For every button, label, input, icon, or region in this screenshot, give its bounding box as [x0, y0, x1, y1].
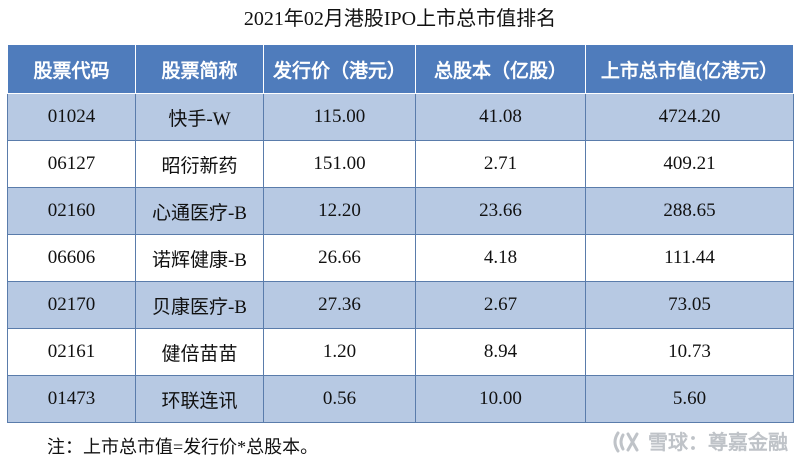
cell-stock-name: 贝康医疗-B: [135, 281, 264, 329]
cell-stock-code: 01024: [7, 93, 136, 141]
cell-issue-price: 26.66: [263, 234, 416, 282]
table-row: 02170 贝康医疗-B 27.36 2.67 73.05: [7, 281, 794, 329]
cell-stock-code: 01473: [7, 375, 136, 423]
header-issue-price: 发行价（港元）: [263, 44, 416, 94]
cell-stock-code: 06606: [7, 234, 136, 282]
cell-stock-name: 诺辉健康-B: [135, 234, 264, 282]
cell-stock-name: 昭衍新药: [135, 140, 264, 188]
cell-issue-price: 0.56: [263, 375, 416, 423]
cell-market-cap: 288.65: [585, 187, 794, 235]
header-total-shares: 总股本（亿股）: [415, 44, 586, 94]
cell-issue-price: 151.00: [263, 140, 416, 188]
cell-stock-code: 02170: [7, 281, 136, 329]
cell-total-shares: 41.08: [415, 93, 586, 141]
cell-market-cap: 10.73: [585, 328, 794, 376]
cell-total-shares: 4.18: [415, 234, 586, 282]
table-footnote: 注：上市总市值=发行价*总股本。: [47, 437, 319, 457]
table-row: 06606 诺辉健康-B 26.66 4.18 111.44: [7, 234, 794, 282]
cell-stock-name: 健倍苗苗: [135, 328, 264, 376]
ipo-ranking-table: 股票代码 股票简称 发行价（港元） 总股本（亿股） 上市总市值(亿港元） 010…: [7, 44, 794, 423]
snowball-logo-icon: [613, 431, 639, 453]
cell-market-cap: 409.21: [585, 140, 794, 188]
cell-market-cap: 5.60: [585, 375, 794, 423]
table-row: 06127 昭衍新药 151.00 2.71 409.21: [7, 140, 794, 188]
cell-market-cap: 111.44: [585, 234, 794, 282]
header-stock-name: 股票简称: [135, 44, 264, 94]
page-title: 2021年02月港股IPO上市总市值排名: [243, 8, 557, 30]
header-stock-code: 股票代码: [7, 44, 136, 94]
cell-stock-code: 02160: [7, 187, 136, 235]
cell-stock-code: 02161: [7, 328, 136, 376]
cell-issue-price: 1.20: [263, 328, 416, 376]
cell-total-shares: 2.67: [415, 281, 586, 329]
cell-total-shares: 2.71: [415, 140, 586, 188]
cell-stock-name: 快手-W: [135, 93, 264, 141]
cell-market-cap: 73.05: [585, 281, 794, 329]
header-market-cap: 上市总市值(亿港元）: [585, 44, 794, 94]
cell-stock-code: 06127: [7, 140, 136, 188]
cell-total-shares: 10.00: [415, 375, 586, 423]
table-header-row: 股票代码 股票简称 发行价（港元） 总股本（亿股） 上市总市值(亿港元）: [7, 44, 794, 94]
table-row: 02160 心通医疗-B 12.20 23.66 288.65: [7, 187, 794, 235]
cell-market-cap: 4724.20: [585, 93, 794, 141]
cell-issue-price: 12.20: [263, 187, 416, 235]
cell-stock-name: 环联连讯: [135, 375, 264, 423]
cell-issue-price: 27.36: [263, 281, 416, 329]
watermark-text: 雪球：尊嘉金融: [648, 430, 788, 454]
table-row: 01024 快手-W 115.00 41.08 4724.20: [7, 93, 794, 141]
cell-stock-name: 心通医疗-B: [135, 187, 264, 235]
cell-total-shares: 8.94: [415, 328, 586, 376]
table-row: 02161 健倍苗苗 1.20 8.94 10.73: [7, 328, 794, 376]
watermark: 雪球：尊嘉金融: [610, 428, 788, 456]
cell-total-shares: 23.66: [415, 187, 586, 235]
cell-issue-price: 115.00: [263, 93, 416, 141]
table-row: 01473 环联连讯 0.56 10.00 5.60: [7, 375, 794, 423]
